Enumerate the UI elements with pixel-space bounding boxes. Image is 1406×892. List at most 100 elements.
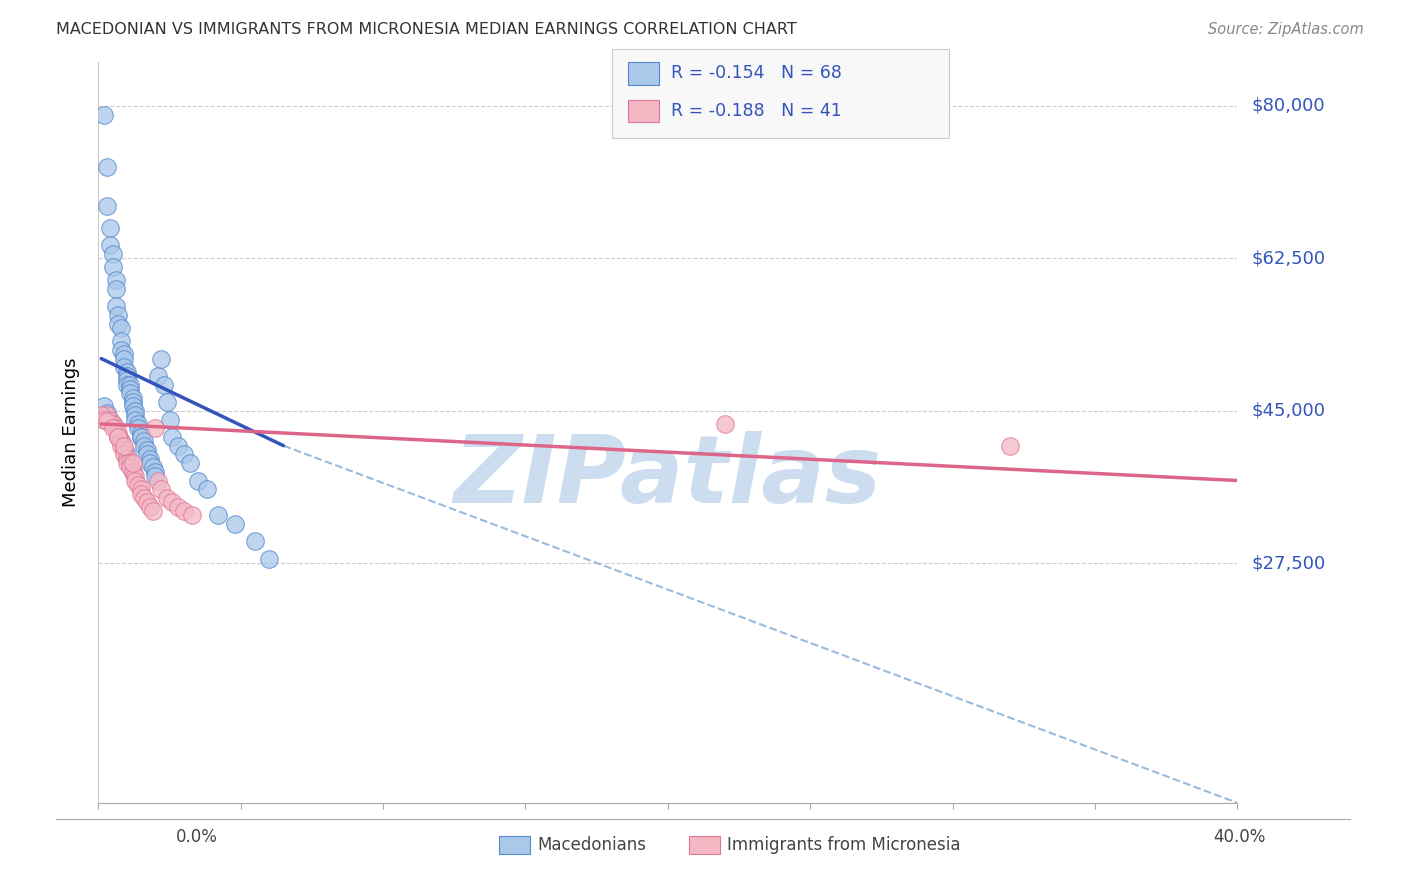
Point bbox=[98, 412, 121, 426]
Text: $27,500: $27,500 bbox=[1251, 554, 1326, 573]
Point bbox=[138, 451, 160, 466]
Point bbox=[121, 400, 143, 414]
Point bbox=[96, 406, 118, 420]
Point bbox=[115, 377, 138, 392]
Point bbox=[259, 552, 281, 566]
Point bbox=[115, 373, 138, 387]
Point bbox=[132, 491, 155, 505]
Point bbox=[98, 221, 121, 235]
Point bbox=[145, 421, 167, 435]
Point bbox=[162, 430, 184, 444]
Point bbox=[181, 508, 204, 523]
Text: $45,000: $45,000 bbox=[1251, 401, 1326, 420]
Point bbox=[110, 343, 132, 357]
Point bbox=[173, 504, 195, 518]
Point bbox=[115, 456, 138, 470]
Point bbox=[115, 451, 138, 466]
Point bbox=[132, 439, 155, 453]
Point bbox=[93, 108, 115, 122]
Y-axis label: Median Earnings: Median Earnings bbox=[62, 358, 80, 508]
Point bbox=[112, 443, 135, 458]
Point bbox=[141, 504, 163, 518]
Point bbox=[93, 412, 115, 426]
Point bbox=[104, 299, 127, 313]
Text: R = -0.154   N = 68: R = -0.154 N = 68 bbox=[671, 64, 842, 82]
Point bbox=[90, 408, 112, 422]
Point bbox=[145, 469, 167, 483]
Point bbox=[118, 386, 141, 401]
Point bbox=[101, 417, 124, 431]
Text: MACEDONIAN VS IMMIGRANTS FROM MICRONESIA MEDIAN EARNINGS CORRELATION CHART: MACEDONIAN VS IMMIGRANTS FROM MICRONESIA… bbox=[56, 22, 797, 37]
Point bbox=[138, 500, 160, 514]
Text: R = -0.188   N = 41: R = -0.188 N = 41 bbox=[671, 102, 841, 120]
Point bbox=[162, 495, 184, 509]
Point bbox=[129, 430, 152, 444]
Point bbox=[110, 434, 132, 449]
Point bbox=[118, 460, 141, 475]
Point bbox=[121, 456, 143, 470]
Text: 0.0%: 0.0% bbox=[176, 828, 218, 846]
Point bbox=[98, 238, 121, 252]
Point bbox=[124, 474, 146, 488]
Point bbox=[101, 260, 124, 274]
Text: $80,000: $80,000 bbox=[1251, 97, 1324, 115]
Text: $62,500: $62,500 bbox=[1251, 250, 1326, 268]
Point bbox=[167, 500, 190, 514]
Point bbox=[129, 425, 152, 440]
Point bbox=[112, 360, 135, 375]
Point bbox=[148, 474, 170, 488]
Point bbox=[127, 417, 149, 431]
Point bbox=[121, 465, 143, 479]
Point bbox=[101, 417, 124, 431]
Point bbox=[121, 465, 143, 479]
Point bbox=[145, 465, 167, 479]
Point bbox=[207, 508, 229, 523]
Point bbox=[179, 456, 201, 470]
Point bbox=[127, 421, 149, 435]
Point bbox=[107, 430, 129, 444]
Point bbox=[129, 430, 152, 444]
Point bbox=[110, 334, 132, 348]
Point bbox=[96, 160, 118, 174]
Point bbox=[148, 369, 170, 384]
Point bbox=[115, 365, 138, 379]
Point bbox=[187, 474, 209, 488]
Point bbox=[101, 247, 124, 261]
Point bbox=[104, 282, 127, 296]
Point bbox=[124, 412, 146, 426]
Point bbox=[167, 439, 190, 453]
Point bbox=[118, 456, 141, 470]
Point bbox=[121, 391, 143, 405]
Point bbox=[107, 425, 129, 440]
Point bbox=[115, 447, 138, 461]
Point bbox=[129, 486, 152, 500]
Text: ZIPatlas: ZIPatlas bbox=[454, 431, 882, 523]
Point bbox=[104, 421, 127, 435]
Point bbox=[96, 199, 118, 213]
Point bbox=[173, 447, 195, 461]
Point bbox=[107, 308, 129, 322]
Point bbox=[104, 273, 127, 287]
Point bbox=[107, 430, 129, 444]
Text: 40.0%: 40.0% bbox=[1213, 828, 1265, 846]
Point bbox=[135, 495, 157, 509]
Point bbox=[112, 439, 135, 453]
Point bbox=[135, 447, 157, 461]
Point bbox=[224, 517, 246, 532]
Point bbox=[138, 456, 160, 470]
Point bbox=[110, 439, 132, 453]
Point bbox=[101, 421, 124, 435]
Point bbox=[124, 469, 146, 483]
Point bbox=[129, 482, 152, 496]
Point bbox=[714, 417, 737, 431]
Point bbox=[124, 404, 146, 418]
Text: Source: ZipAtlas.com: Source: ZipAtlas.com bbox=[1208, 22, 1364, 37]
Point bbox=[112, 347, 135, 361]
Point bbox=[115, 369, 138, 384]
Point bbox=[243, 534, 266, 549]
Point bbox=[93, 400, 115, 414]
Point bbox=[127, 478, 149, 492]
Point bbox=[112, 447, 135, 461]
Point bbox=[156, 395, 179, 409]
Point bbox=[132, 434, 155, 449]
